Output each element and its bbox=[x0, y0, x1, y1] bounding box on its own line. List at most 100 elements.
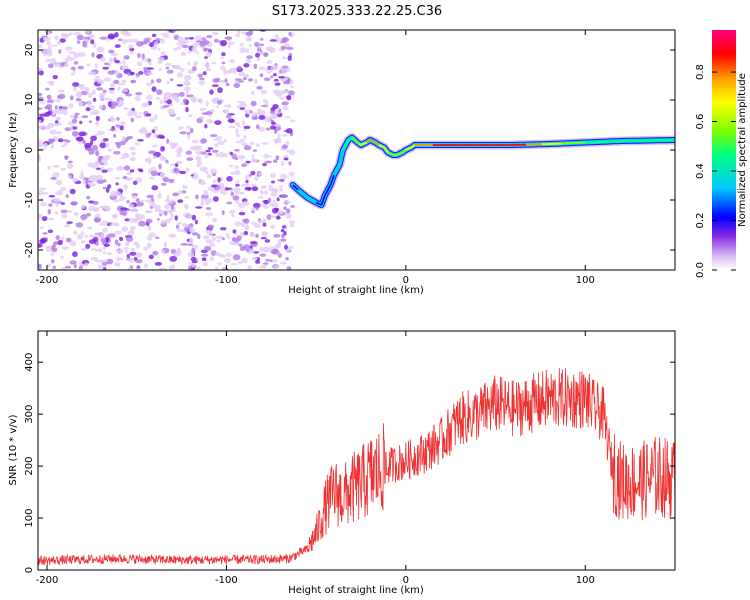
noise-point bbox=[181, 40, 190, 44]
noise-point bbox=[215, 152, 220, 158]
noise-point bbox=[76, 34, 84, 41]
y-tick-label: 400 bbox=[24, 353, 35, 372]
noise-point bbox=[99, 233, 105, 239]
noise-point bbox=[261, 142, 269, 145]
noise-point bbox=[162, 105, 170, 108]
noise-point bbox=[265, 127, 271, 131]
noise-point bbox=[117, 242, 121, 247]
noise-point bbox=[132, 38, 139, 43]
noise-point bbox=[135, 244, 141, 249]
noise-point bbox=[43, 125, 52, 130]
noise-point bbox=[166, 69, 174, 74]
spectrogram-y-label: Frequency (Hz) bbox=[8, 112, 19, 188]
noise-point bbox=[158, 67, 163, 72]
noise-point bbox=[284, 244, 288, 250]
noise-point bbox=[102, 246, 107, 250]
noise-point bbox=[103, 243, 110, 247]
noise-point bbox=[130, 247, 136, 251]
noise-point bbox=[54, 120, 59, 124]
noise-point bbox=[241, 201, 250, 207]
noise-point bbox=[60, 209, 68, 214]
figure-title: S173.2025.333.22.25.C36 bbox=[272, 4, 442, 19]
noise-point bbox=[91, 89, 96, 96]
noise-point bbox=[50, 44, 58, 47]
noise-point bbox=[133, 218, 139, 224]
noise-point bbox=[187, 243, 194, 247]
noise-point bbox=[269, 224, 276, 229]
noise-point bbox=[259, 112, 264, 116]
noise-point bbox=[285, 115, 291, 119]
noise-point bbox=[78, 131, 86, 137]
ridge-core bbox=[367, 139, 371, 143]
noise-point bbox=[207, 232, 214, 236]
noise-point bbox=[225, 233, 230, 238]
ridge-core bbox=[353, 138, 357, 142]
noise-point bbox=[114, 32, 119, 38]
noise-point bbox=[57, 95, 62, 99]
noise-point bbox=[232, 195, 240, 201]
noise-point bbox=[243, 73, 249, 79]
noise-point bbox=[116, 249, 124, 254]
noise-point bbox=[122, 39, 127, 44]
noise-point bbox=[214, 266, 219, 270]
noise-point bbox=[157, 60, 163, 65]
noise-point bbox=[39, 202, 48, 207]
noise-point bbox=[147, 72, 153, 76]
noise-point bbox=[75, 136, 84, 141]
noise-point bbox=[186, 214, 192, 219]
noise-point bbox=[118, 198, 123, 202]
ridge-core bbox=[335, 167, 339, 173]
noise-point bbox=[168, 178, 175, 184]
noise-point bbox=[52, 164, 60, 168]
noise-point bbox=[113, 79, 120, 85]
noise-point bbox=[189, 127, 194, 134]
noise-point bbox=[182, 184, 188, 190]
ridge-core bbox=[407, 147, 410, 151]
noise-point bbox=[50, 176, 57, 180]
noise-point bbox=[106, 167, 113, 172]
noise-point bbox=[135, 267, 141, 270]
noise-point bbox=[263, 199, 269, 205]
ridge-core bbox=[336, 164, 341, 169]
noise-point bbox=[282, 106, 289, 111]
noise-point bbox=[202, 261, 209, 266]
noise-point bbox=[278, 210, 284, 215]
noise-point bbox=[84, 87, 90, 93]
noise-point bbox=[102, 138, 109, 142]
noise-point bbox=[260, 89, 268, 95]
noise-point bbox=[272, 159, 278, 164]
noise-point bbox=[49, 129, 57, 135]
noise-point bbox=[88, 182, 96, 187]
noise-point bbox=[157, 56, 165, 61]
noise-point bbox=[45, 245, 53, 249]
noise-point bbox=[233, 82, 241, 88]
noise-point bbox=[240, 142, 248, 146]
noise-point bbox=[173, 167, 178, 172]
noise-point bbox=[285, 208, 291, 214]
noise-point bbox=[73, 263, 77, 269]
noise-point bbox=[64, 142, 68, 146]
noise-point bbox=[113, 133, 117, 138]
noise-point bbox=[45, 104, 53, 109]
noise-point bbox=[61, 213, 68, 219]
y-tick-label: 200 bbox=[24, 457, 35, 476]
ridge-core bbox=[308, 197, 312, 201]
noise-point bbox=[243, 145, 252, 151]
ridge-core bbox=[299, 190, 303, 194]
noise-point bbox=[264, 155, 273, 158]
noise-point bbox=[68, 51, 76, 55]
noise-point bbox=[88, 71, 96, 76]
noise-point bbox=[103, 267, 107, 270]
noise-point bbox=[91, 52, 95, 58]
noise-point bbox=[263, 205, 270, 209]
noise-point bbox=[266, 71, 272, 74]
noise-point bbox=[232, 254, 241, 261]
noise-point bbox=[213, 38, 219, 43]
ridge-core bbox=[327, 184, 332, 189]
noise-point bbox=[157, 192, 162, 199]
noise-point bbox=[136, 41, 144, 47]
noise-point bbox=[285, 46, 294, 51]
noise-point bbox=[60, 255, 64, 260]
noise-point bbox=[63, 225, 70, 228]
ridge-core bbox=[385, 149, 389, 154]
